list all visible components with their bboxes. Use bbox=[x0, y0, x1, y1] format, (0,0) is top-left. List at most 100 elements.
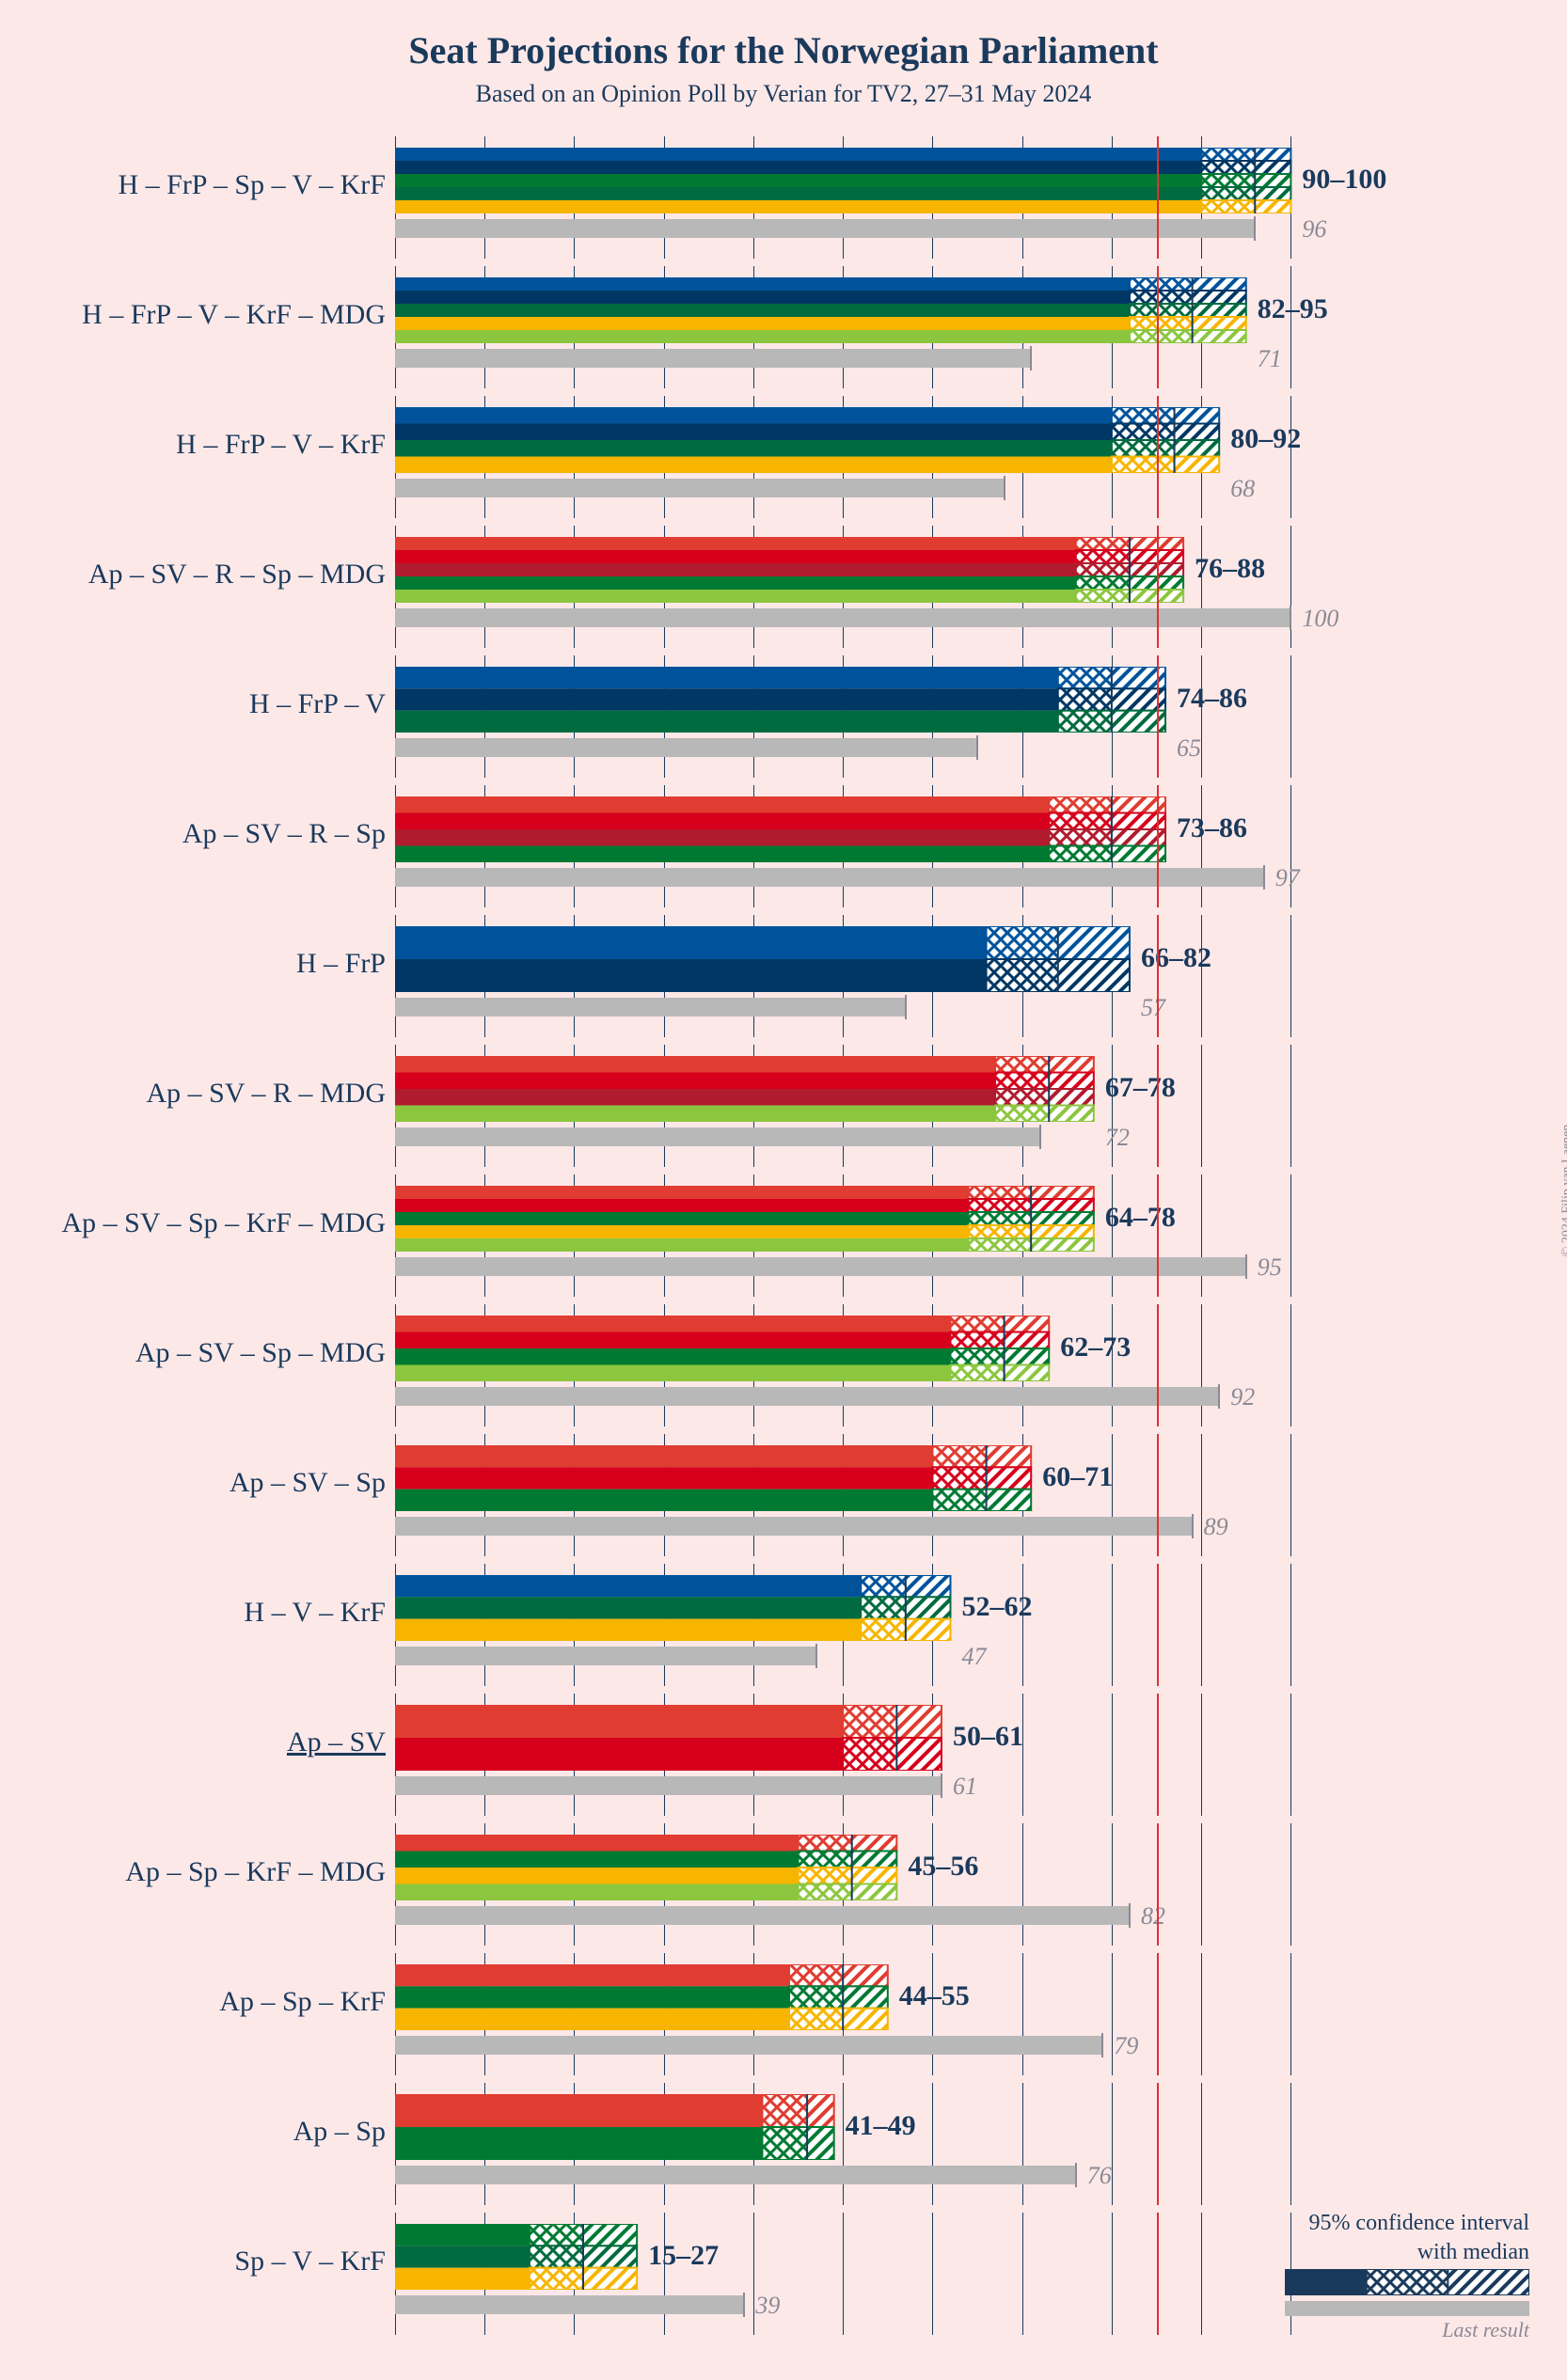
majority-line bbox=[1157, 136, 1159, 259]
chart-subtitle: Based on an Opinion Poll by Verian for T… bbox=[0, 80, 1567, 108]
coalition-label: H – FrP – Sp – V – KrF bbox=[9, 169, 386, 201]
coalition-row: Ap – SV – Sp60–7189 bbox=[395, 1434, 1448, 1556]
range-label: 41–49 bbox=[846, 2110, 916, 2142]
last-result-label: 97 bbox=[1275, 864, 1300, 892]
majority-line bbox=[1157, 1045, 1159, 1167]
last-result-bar bbox=[395, 1517, 1193, 1536]
coalition-row: Ap – SV – Sp – MDG62–7392 bbox=[395, 1304, 1448, 1426]
range-label: 66–82 bbox=[1141, 942, 1211, 974]
coalition-row: H – FrP – V74–8665 bbox=[395, 655, 1448, 778]
last-result-bar bbox=[395, 868, 1264, 887]
coalition-label: Ap – SV – Sp bbox=[9, 1467, 386, 1499]
last-result-bar bbox=[395, 2166, 1076, 2184]
last-result-label: 89 bbox=[1204, 1513, 1228, 1541]
coalition-label: Ap – Sp bbox=[9, 2116, 386, 2148]
majority-line bbox=[1157, 785, 1159, 907]
majority-line bbox=[1157, 526, 1159, 648]
coalition-label: H – FrP – V – KrF – MDG bbox=[9, 299, 386, 331]
range-label: 50–61 bbox=[953, 1721, 1023, 1753]
majority-line bbox=[1157, 1434, 1159, 1556]
coalition-label: Ap – Sp – KrF bbox=[9, 1986, 386, 2018]
last-result-label: 39 bbox=[755, 2292, 780, 2320]
majority-line bbox=[1157, 1564, 1159, 1686]
coalition-label: Ap – SV – Sp – KrF – MDG bbox=[9, 1207, 386, 1239]
last-result-label: 92 bbox=[1230, 1383, 1255, 1411]
coalition-label: H – FrP – V – KrF bbox=[9, 429, 386, 461]
legend-last-bar bbox=[1285, 2301, 1529, 2316]
last-result-bar bbox=[395, 2036, 1102, 2055]
last-result-label: 57 bbox=[1141, 994, 1165, 1022]
last-result-bar bbox=[395, 1776, 942, 1795]
legend-line2: with median bbox=[1285, 2240, 1529, 2265]
range-label: 76–88 bbox=[1195, 553, 1265, 585]
last-result-tick bbox=[1101, 2033, 1103, 2057]
coalition-row: Ap – SV50–6161 bbox=[395, 1694, 1448, 1816]
legend-last-label: Last result bbox=[1285, 2318, 1529, 2342]
coalition-bar bbox=[395, 407, 1336, 473]
last-result-label: 95 bbox=[1258, 1253, 1282, 1282]
range-label: 73–86 bbox=[1177, 812, 1247, 844]
chart-area: H – FrP – Sp – V – KrF90–10096 H – FrP – … bbox=[395, 136, 1448, 2335]
last-result-tick bbox=[1039, 1125, 1041, 1149]
range-label: 67–78 bbox=[1105, 1072, 1176, 1104]
last-result-tick bbox=[1004, 476, 1005, 500]
range-label: 15–27 bbox=[648, 2240, 719, 2272]
last-result-tick bbox=[1192, 1514, 1194, 1538]
last-result-bar bbox=[395, 2295, 744, 2314]
legend-line1: 95% confidence interval bbox=[1285, 2211, 1529, 2236]
coalition-bar bbox=[395, 1964, 1336, 2030]
last-result-bar bbox=[395, 998, 906, 1017]
coalition-label: H – FrP – V bbox=[9, 688, 386, 720]
last-result-tick bbox=[1030, 346, 1032, 370]
majority-line bbox=[1157, 1953, 1159, 2075]
majority-line bbox=[1157, 655, 1159, 778]
legend: 95% confidence interval with median Last… bbox=[1285, 2211, 1529, 2342]
coalition-bar bbox=[395, 1445, 1336, 1511]
coalition-bar bbox=[395, 1186, 1336, 1252]
last-result-bar bbox=[395, 1906, 1130, 1925]
last-result-tick bbox=[1075, 2163, 1077, 2187]
last-result-bar bbox=[395, 479, 1005, 497]
last-result-tick bbox=[1263, 865, 1265, 890]
last-result-tick bbox=[815, 1644, 817, 1668]
last-result-label: 47 bbox=[961, 1643, 986, 1671]
range-label: 45–56 bbox=[908, 1851, 978, 1883]
last-result-label: 61 bbox=[953, 1773, 977, 1801]
coalition-label: Ap – SV – R – MDG bbox=[9, 1078, 386, 1110]
coalition-label: Ap – Sp – KrF – MDG bbox=[9, 1856, 386, 1888]
majority-line bbox=[1157, 915, 1159, 1037]
range-label: 52–62 bbox=[961, 1591, 1032, 1623]
last-result-label: 71 bbox=[1258, 345, 1282, 373]
range-label: 74–86 bbox=[1177, 683, 1247, 715]
majority-line bbox=[1157, 396, 1159, 518]
coalition-label: Ap – SV – R – Sp bbox=[9, 818, 386, 850]
coalition-row: Ap – SV – Sp – KrF – MDG64–7895 bbox=[395, 1174, 1448, 1297]
coalition-row: Ap – Sp – KrF – MDG45–5682 bbox=[395, 1823, 1448, 1946]
last-result-bar bbox=[395, 349, 1031, 368]
last-result-tick bbox=[976, 735, 978, 760]
coalition-row: Ap – SV – R – MDG67–7872 bbox=[395, 1045, 1448, 1167]
last-result-bar bbox=[395, 219, 1255, 238]
coalition-bar bbox=[395, 2224, 1336, 2290]
last-result-tick bbox=[1245, 1254, 1247, 1279]
range-label: 44–55 bbox=[899, 1980, 970, 2012]
last-result-label: 82 bbox=[1141, 1902, 1165, 1931]
last-result-label: 72 bbox=[1105, 1124, 1130, 1152]
coalition-bar bbox=[395, 1316, 1336, 1381]
coalition-bar bbox=[395, 1705, 1336, 1771]
majority-line bbox=[1157, 1694, 1159, 1816]
last-result-label: 100 bbox=[1302, 605, 1338, 633]
last-result-tick bbox=[743, 2293, 745, 2317]
coalition-bar bbox=[395, 277, 1336, 343]
coalition-bar bbox=[395, 1056, 1336, 1122]
coalition-row: H – FrP – Sp – V – KrF90–10096 bbox=[395, 136, 1448, 259]
coalition-label: Ap – SV – R – Sp – MDG bbox=[9, 559, 386, 591]
majority-line bbox=[1157, 1823, 1159, 1946]
coalition-row: Ap – Sp41–4976 bbox=[395, 2083, 1448, 2205]
last-result-tick bbox=[1254, 216, 1256, 241]
last-result-bar bbox=[395, 1127, 1040, 1146]
coalition-bar bbox=[395, 148, 1336, 213]
range-label: 82–95 bbox=[1258, 293, 1328, 325]
coalition-row: H – FrP – V – KrF – MDG82–9571 bbox=[395, 266, 1448, 388]
majority-line bbox=[1157, 2083, 1159, 2205]
